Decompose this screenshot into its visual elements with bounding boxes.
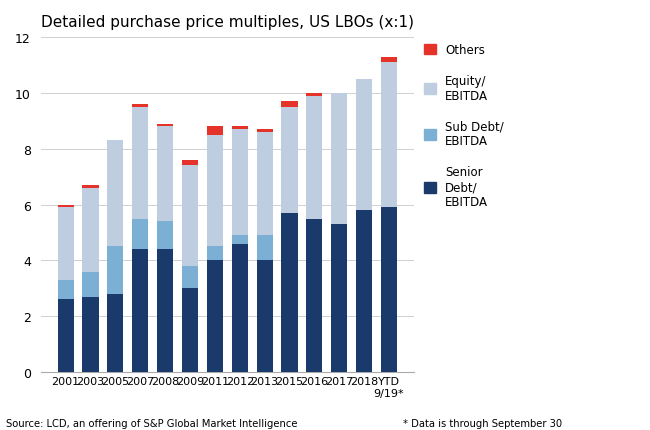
Bar <box>331 224 347 372</box>
Bar <box>331 94 347 224</box>
Bar <box>306 94 322 96</box>
Bar <box>207 127 223 135</box>
Bar <box>257 236 273 261</box>
Bar <box>257 133 273 236</box>
Bar <box>182 289 198 372</box>
Bar <box>83 186 99 188</box>
Bar <box>231 127 248 130</box>
Bar <box>381 58 397 63</box>
Legend: Others, Equity/
EBITDA, Sub Debt/
EBITDA, Senior
Debt/
EBITDA: Others, Equity/ EBITDA, Sub Debt/ EBITDA… <box>424 44 504 209</box>
Bar <box>381 63 397 208</box>
Bar <box>356 211 372 372</box>
Bar <box>132 108 148 219</box>
Bar <box>107 141 124 247</box>
Bar <box>132 219 148 250</box>
Bar <box>157 127 174 222</box>
Bar <box>306 96 322 219</box>
Bar <box>281 108 298 213</box>
Bar <box>132 250 148 372</box>
Bar <box>107 247 124 294</box>
Bar <box>157 124 174 127</box>
Bar <box>231 130 248 236</box>
Bar <box>83 188 99 272</box>
Bar <box>58 205 73 208</box>
Title: Detailed purchase price multiples, US LBOs (x:1): Detailed purchase price multiples, US LB… <box>41 15 414 30</box>
Bar <box>381 208 397 372</box>
Bar <box>257 261 273 372</box>
Bar <box>281 102 298 108</box>
Bar <box>58 300 73 372</box>
Bar <box>157 250 174 372</box>
Bar <box>58 208 73 280</box>
Bar <box>207 247 223 261</box>
Bar <box>107 294 124 372</box>
Bar <box>207 135 223 247</box>
Bar <box>182 166 198 266</box>
Text: Source: LCD, an offering of S&P Global Market Intelligence: Source: LCD, an offering of S&P Global M… <box>6 418 298 428</box>
Bar <box>83 272 99 297</box>
Bar <box>356 80 372 211</box>
Bar <box>182 266 198 289</box>
Bar <box>306 219 322 372</box>
Bar <box>157 222 174 250</box>
Bar <box>257 130 273 133</box>
Bar <box>58 280 73 300</box>
Bar <box>132 105 148 108</box>
Bar <box>207 261 223 372</box>
Bar <box>231 244 248 372</box>
Bar <box>231 236 248 244</box>
Bar <box>281 213 298 372</box>
Bar <box>182 160 198 166</box>
Text: * Data is through September 30: * Data is through September 30 <box>403 418 562 428</box>
Bar <box>83 297 99 372</box>
